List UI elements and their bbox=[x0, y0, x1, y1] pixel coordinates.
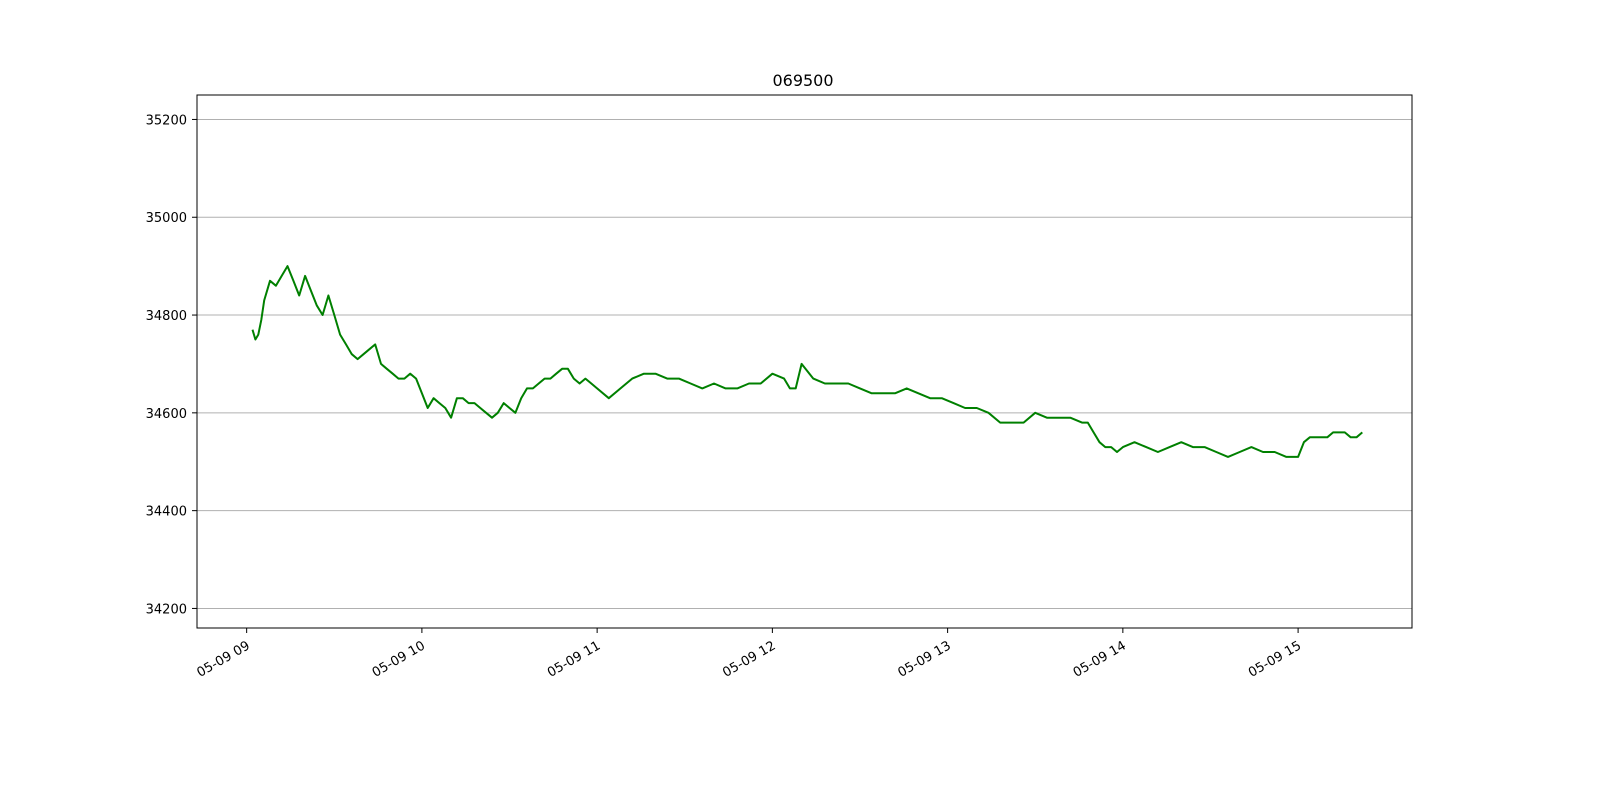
y-tick-label: 34200 bbox=[146, 602, 187, 617]
y-tick-label: 35000 bbox=[146, 211, 187, 226]
y-tick-label: 34800 bbox=[146, 309, 187, 324]
series-line bbox=[251, 265, 1363, 458]
gridlines bbox=[197, 118, 1412, 609]
y-tick-label: 34600 bbox=[146, 407, 187, 422]
plot-frame bbox=[196, 94, 1413, 629]
series-layer bbox=[251, 265, 1363, 458]
y-tick-label: 35200 bbox=[146, 113, 187, 128]
y-axis-ticks: 34200 34400 34600 34800 35000 35200 bbox=[146, 113, 197, 617]
chart-title: 069500 bbox=[772, 71, 833, 90]
y-tick-label: 34400 bbox=[146, 505, 187, 520]
